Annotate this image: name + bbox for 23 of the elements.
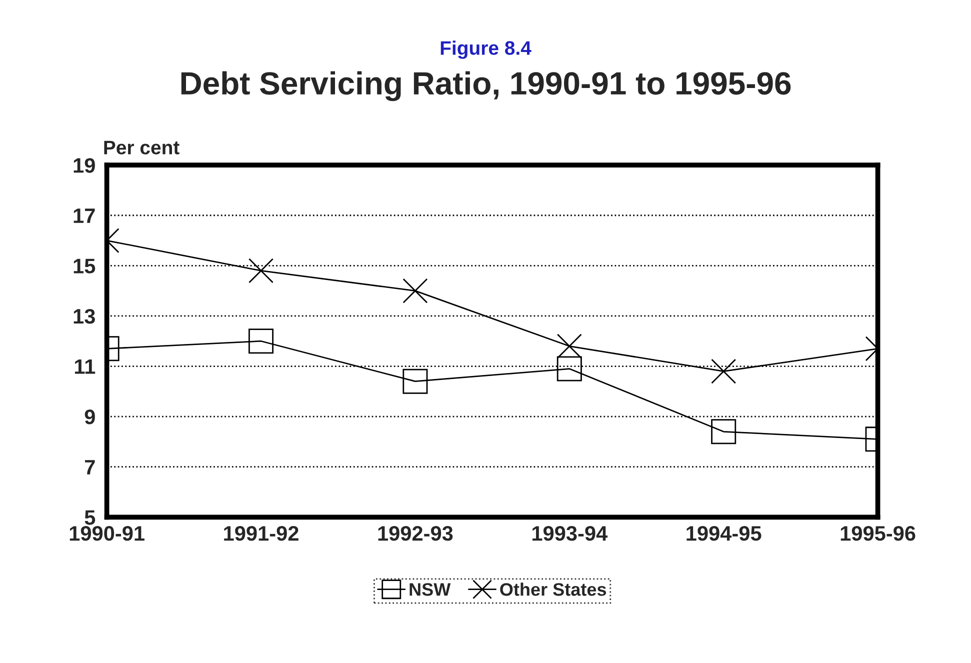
point [402, 368, 428, 394]
point [556, 334, 582, 359]
y-tick-label: 17 [74, 208, 95, 223]
y-axis-title: Per cent [104, 140, 180, 154]
y-tick-label: 9 [84, 410, 95, 424]
x-tick-label: 1991-92 [224, 526, 298, 541]
point [556, 356, 582, 382]
point [402, 278, 428, 304]
y-tick-label: 13 [74, 308, 95, 324]
y-tick-label: 19 [74, 158, 95, 173]
chart-title: Debt Servicing Ratio, 1990-91 to 1995-96 [181, 71, 791, 102]
x-tick-label: 1992-93 [378, 526, 453, 541]
legend-label: NSW [410, 583, 451, 596]
x-tick-label: 1994-95 [686, 526, 762, 541]
y-tick-label: 7 [85, 460, 95, 474]
y-tick-label: 5 [84, 510, 96, 525]
x-tick-label: 1993-94 [532, 526, 608, 541]
y-tick-label: 11 [74, 359, 96, 374]
chart-subtitle: Figure 8.4 [440, 40, 532, 59]
y-tick-label: 15 [74, 258, 96, 274]
legend-label: Other States [500, 582, 606, 596]
x-tick-label: 1995-96 [840, 526, 916, 541]
x-tick-label: 1990-91 [70, 526, 144, 541]
